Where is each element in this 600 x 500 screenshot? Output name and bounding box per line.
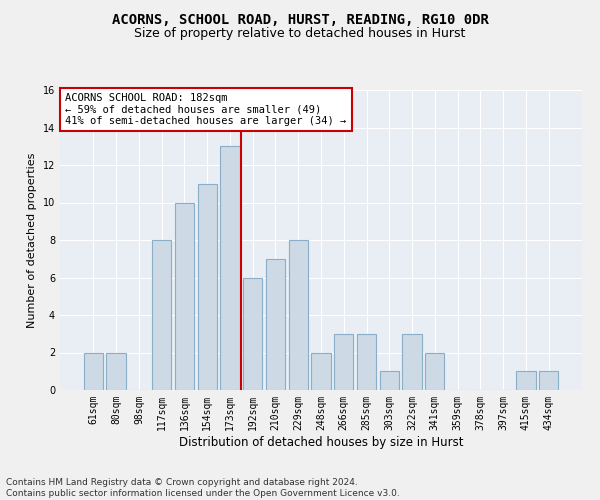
Bar [311,352,331,390]
Bar [197,184,217,390]
Bar [425,352,445,390]
Text: Contains HM Land Registry data © Crown copyright and database right 2024.
Contai: Contains HM Land Registry data © Crown c… [6,478,400,498]
Y-axis label: Number of detached properties: Number of detached properties [27,152,37,328]
Bar [84,352,103,390]
Bar [106,352,126,390]
Text: Size of property relative to detached houses in Hurst: Size of property relative to detached ho… [134,28,466,40]
Bar [334,334,353,390]
Text: ACORNS, SCHOOL ROAD, HURST, READING, RG10 0DR: ACORNS, SCHOOL ROAD, HURST, READING, RG1… [112,12,488,26]
Bar [357,334,376,390]
Bar [289,240,308,390]
X-axis label: Distribution of detached houses by size in Hurst: Distribution of detached houses by size … [179,436,463,448]
Bar [243,278,262,390]
Bar [152,240,172,390]
Bar [380,371,399,390]
Bar [516,371,536,390]
Bar [220,146,239,390]
Text: ACORNS SCHOOL ROAD: 182sqm
← 59% of detached houses are smaller (49)
41% of semi: ACORNS SCHOOL ROAD: 182sqm ← 59% of deta… [65,93,346,126]
Bar [403,334,422,390]
Bar [539,371,558,390]
Bar [266,259,285,390]
Bar [175,202,194,390]
